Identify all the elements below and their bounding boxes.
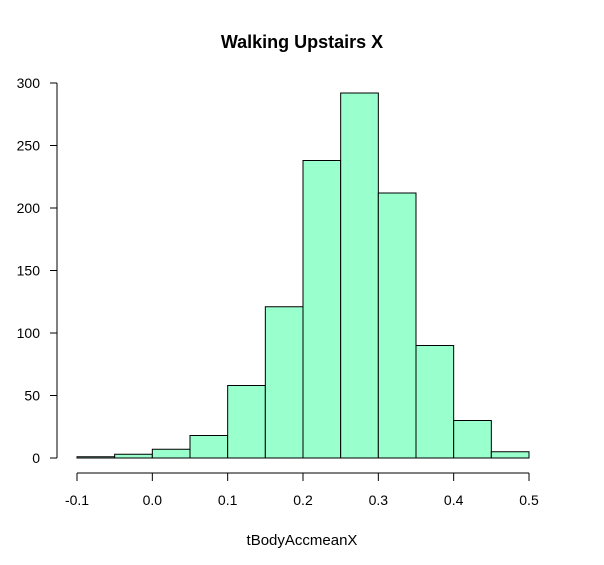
x-tick-label: 0.4: [444, 492, 464, 508]
histogram-bar: [189, 435, 229, 459]
x-axis: -0.1 0.0 0.1 0.2 0.3 0.4 0.5: [65, 472, 539, 508]
histogram-bar: [377, 192, 417, 459]
y-tick-label: 200: [17, 200, 41, 216]
y-tick-label: 250: [17, 138, 41, 154]
x-axis-label: tBodyAccmeanX: [247, 532, 358, 549]
histogram-bar: [415, 345, 455, 459]
y-tick-label: 300: [17, 75, 41, 91]
y-axis: 0 50 100 150 200 250 300: [17, 75, 58, 466]
y-tick-label: 150: [17, 263, 41, 279]
x-tick-label: -0.1: [65, 492, 89, 508]
x-tick-label: 0.0: [143, 492, 163, 508]
y-tick-label: 0: [32, 450, 40, 466]
y-tick-label: 100: [17, 325, 41, 341]
histogram-bar: [302, 160, 342, 459]
histogram-bar: [76, 456, 116, 459]
y-tick-label: 50: [24, 388, 40, 404]
bars-group: [76, 92, 530, 459]
histogram-bar: [151, 448, 191, 459]
x-tick-label: 0.1: [218, 492, 238, 508]
histogram-bar: [114, 453, 153, 459]
chart-title: Walking Upstairs X: [221, 32, 383, 52]
histogram-bar: [340, 92, 379, 459]
x-tick-label: 0.2: [293, 492, 313, 508]
histogram-bar: [227, 385, 266, 459]
histogram-bar: [264, 306, 304, 459]
x-tick-label: 0.3: [369, 492, 389, 508]
histogram-bar: [490, 451, 530, 459]
histogram-bar: [453, 420, 492, 459]
x-tick-label: 0.5: [519, 492, 539, 508]
